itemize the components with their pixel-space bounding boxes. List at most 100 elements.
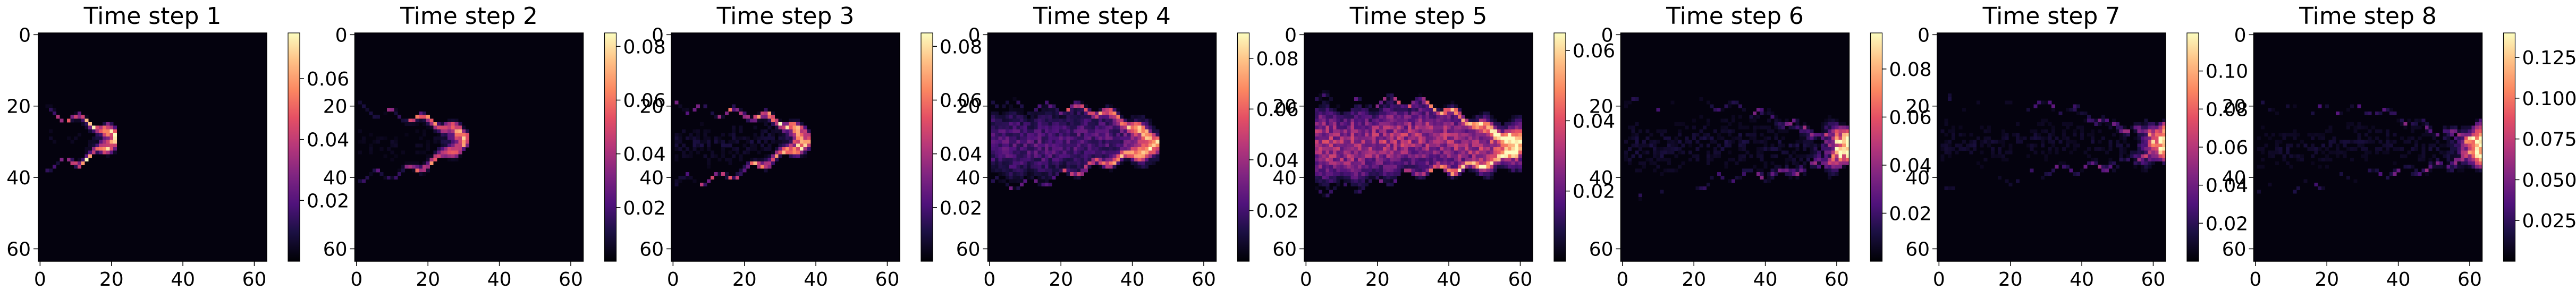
heatmap-cell — [767, 143, 772, 148]
heatmap-cell — [1390, 129, 1394, 133]
heatmap-cell — [682, 108, 686, 112]
heatmap-cell — [753, 118, 757, 123]
heatmap-cell — [1365, 161, 1369, 165]
heatmap-cell — [2271, 108, 2276, 112]
heatmap-cell — [1368, 147, 1372, 151]
heatmap-cell — [1016, 129, 1020, 133]
y-tick-label: 60 — [1589, 238, 1614, 260]
heatmap-cell — [803, 143, 807, 148]
heatmap-cell — [1354, 168, 1358, 173]
heatmap-cell — [1095, 115, 1099, 119]
heatmap-cell — [2443, 154, 2447, 158]
heatmap-cell — [1486, 172, 1490, 176]
heatmap-cell — [2137, 140, 2141, 144]
heatmap-cell — [2478, 158, 2482, 162]
heatmap-cell — [2008, 183, 2013, 187]
heatmap-cell — [1141, 150, 1145, 155]
heatmap-cell — [2464, 158, 2468, 162]
heatmap-cell — [2325, 165, 2329, 169]
heatmap-cell — [1390, 172, 1394, 176]
heatmap-cell — [2123, 125, 2127, 130]
heatmap-cells — [354, 33, 584, 261]
heatmap-cell — [1095, 129, 1099, 133]
heatmap-cell — [1627, 158, 1632, 162]
heatmap-cell — [1799, 168, 1803, 173]
heatmap-cell — [1475, 115, 1480, 119]
heatmap-cell — [1411, 158, 1415, 162]
heatmap-cell — [1400, 111, 1405, 115]
heatmap-cell — [1329, 140, 1333, 144]
heatmap-cell — [1803, 136, 1807, 140]
heatmap-cell — [1457, 111, 1462, 115]
heatmap-cell — [1838, 143, 1843, 148]
heatmap-cell — [1116, 122, 1120, 126]
heatmap-cell — [2076, 143, 2081, 148]
heatmap-cell — [707, 179, 711, 183]
heatmap-cell — [2065, 143, 2070, 148]
heatmap-cell — [1145, 133, 1149, 137]
heatmap-cell — [1037, 115, 1042, 119]
heatmap-cell — [1515, 133, 1519, 137]
heatmap-cell — [1753, 111, 1757, 115]
heatmap-cell — [1012, 97, 1017, 101]
heatmap-cell — [1095, 143, 1099, 148]
heatmap-cell — [1475, 136, 1480, 140]
heatmap-cell — [1041, 122, 1045, 126]
heatmap-cell — [1461, 150, 1465, 155]
heatmap-cell — [2275, 140, 2279, 144]
heatmap-cell — [1322, 165, 1326, 169]
heatmap-cell — [1645, 143, 1650, 148]
heatmap-cell — [2158, 158, 2163, 162]
heatmap-cell — [1828, 158, 1832, 162]
heatmap-cell — [2112, 133, 2116, 137]
heatmap-cell — [1009, 172, 1013, 176]
heatmap-cell — [1134, 147, 1138, 151]
heatmap-cell — [2151, 158, 2156, 162]
heatmap-cell — [462, 133, 466, 137]
heatmap-cell — [1368, 133, 1372, 137]
heatmap-cell — [1678, 165, 1682, 169]
heatmap-cell — [1842, 161, 1846, 165]
heatmap-cell — [1325, 118, 1330, 123]
heatmap-cell — [1009, 136, 1013, 140]
heatmap-cell — [1482, 165, 1487, 169]
heatmap-cell — [1461, 140, 1465, 144]
heatmap-cell — [1951, 186, 1955, 190]
heatmap-cell — [2461, 136, 2465, 140]
heatmap-cell — [1842, 154, 1846, 158]
heatmap-cell — [1350, 183, 1355, 187]
heatmap-cell — [1457, 147, 1462, 151]
heatmap-cell — [404, 165, 409, 169]
heatmap-cell — [1663, 136, 1668, 140]
heatmap-cell — [1034, 136, 1038, 140]
heatmap-cell — [1343, 161, 1347, 165]
heatmap-cell — [1998, 140, 2002, 144]
heatmap-cell — [1012, 140, 1017, 144]
heatmap-cell — [2055, 136, 2059, 140]
heatmap-cell — [88, 143, 92, 148]
heatmap-cell — [2268, 136, 2272, 140]
heatmap-cell — [1318, 158, 1322, 162]
heatmap-cell — [2368, 111, 2372, 115]
heatmap-cell — [1105, 104, 1110, 108]
heatmap-cell — [2446, 136, 2451, 140]
plot-frame — [671, 32, 900, 262]
heatmap-cell — [1490, 133, 1494, 137]
heatmap-cell — [99, 143, 103, 148]
heatmap-cell — [771, 140, 775, 144]
heatmap-cell — [1497, 133, 1501, 137]
heatmap-cell — [2151, 125, 2156, 130]
heatmap-cell — [2151, 161, 2156, 165]
heatmap-cell — [2314, 133, 2318, 137]
heatmap-cell — [1141, 143, 1145, 148]
heatmap-cell — [1315, 161, 1319, 165]
heatmap-cell — [426, 122, 430, 126]
heatmap-cell — [451, 140, 455, 144]
heatmap-cell — [1404, 136, 1408, 140]
heatmap-cell — [1749, 168, 1753, 173]
heatmap-cell — [1037, 136, 1042, 140]
heatmap-cell — [1479, 165, 1483, 169]
heatmap-cell — [454, 154, 459, 158]
heatmap-cell — [408, 118, 412, 123]
heatmap-cell — [2098, 129, 2102, 133]
